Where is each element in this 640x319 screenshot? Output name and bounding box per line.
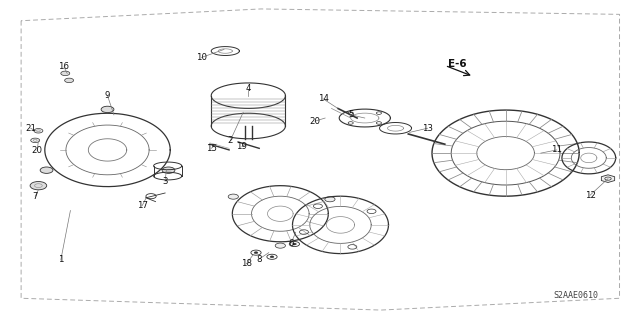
Text: 1: 1	[58, 256, 63, 264]
Circle shape	[270, 256, 274, 258]
Text: 7: 7	[33, 192, 38, 201]
Text: 20: 20	[309, 117, 321, 126]
Text: 3: 3	[163, 177, 168, 186]
Text: 19: 19	[237, 142, 247, 151]
Text: 11: 11	[551, 145, 563, 154]
Circle shape	[34, 129, 43, 133]
Text: 17: 17	[136, 201, 148, 210]
Circle shape	[31, 138, 40, 143]
Circle shape	[65, 78, 74, 83]
Text: 6: 6	[289, 239, 294, 248]
Text: 13: 13	[422, 124, 433, 133]
Circle shape	[254, 252, 258, 254]
Text: E-6: E-6	[448, 59, 467, 69]
Text: 2: 2	[228, 136, 233, 145]
Text: 14: 14	[317, 94, 329, 103]
Circle shape	[275, 243, 285, 248]
Circle shape	[40, 167, 53, 173]
Text: 10: 10	[196, 53, 207, 62]
Text: 20: 20	[31, 146, 43, 155]
Circle shape	[325, 197, 335, 202]
Text: S2AAE0610: S2AAE0610	[554, 292, 598, 300]
Text: 18: 18	[241, 259, 252, 268]
Circle shape	[101, 106, 114, 113]
Text: 8: 8	[257, 255, 262, 263]
Text: 12: 12	[584, 191, 596, 200]
Text: 15: 15	[205, 144, 217, 153]
Circle shape	[292, 243, 296, 245]
Circle shape	[162, 167, 175, 174]
Text: 21: 21	[25, 124, 36, 133]
Text: 5: 5	[348, 110, 353, 119]
Text: 9: 9	[105, 91, 110, 100]
Text: 16: 16	[58, 63, 70, 71]
Circle shape	[228, 194, 239, 199]
Text: 4: 4	[246, 84, 251, 93]
Polygon shape	[602, 175, 614, 182]
Circle shape	[30, 182, 47, 190]
Circle shape	[61, 71, 70, 76]
